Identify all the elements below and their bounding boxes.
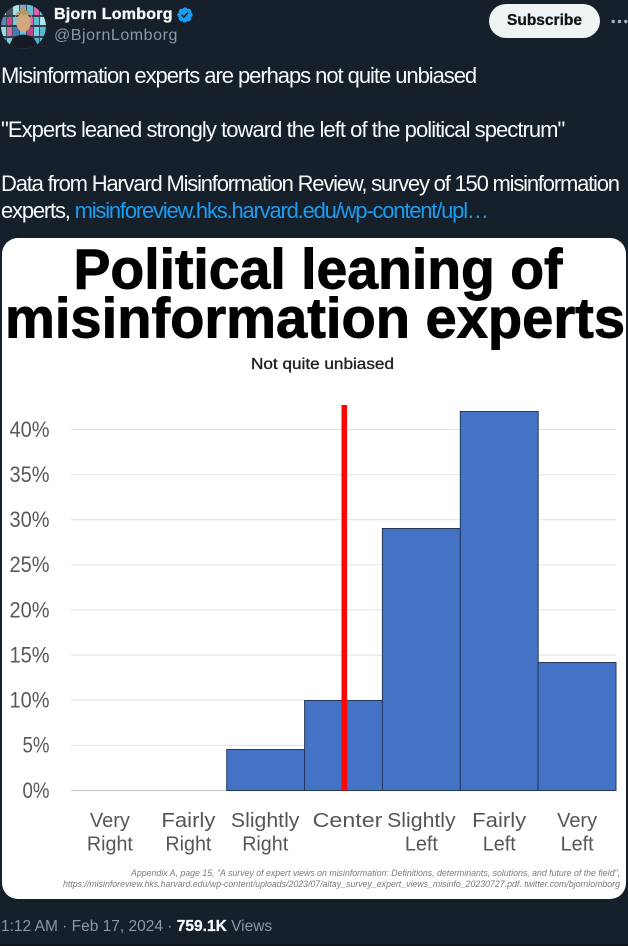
svg-text:20%: 20% (10, 597, 50, 622)
svg-text:Right: Right (165, 833, 211, 855)
svg-text:40%: 40% (10, 416, 50, 441)
svg-text:Fairly: Fairly (161, 810, 215, 832)
svg-text:Slightly: Slightly (231, 810, 300, 832)
svg-text:35%: 35% (10, 461, 50, 486)
svg-text:30%: 30% (10, 507, 50, 532)
svg-text:Appendix A, page 15, "A survey: Appendix A, page 15, "A survey of expert… (130, 868, 620, 878)
svg-text:Right: Right (242, 833, 288, 855)
svg-text:Political leaning of: Political leaning of (74, 238, 564, 302)
svg-text:https://misinforeview.hks.harv: https://misinforeview.hks.harvard.edu/wp… (63, 878, 620, 888)
svg-text:0%: 0% (23, 777, 50, 802)
svg-text:Left: Left (405, 833, 438, 855)
svg-text:Right: Right (87, 833, 133, 855)
svg-text:misinformation experts: misinformation experts (5, 286, 625, 350)
svg-text:10%: 10% (10, 687, 50, 712)
svg-text:Fairly: Fairly (472, 810, 526, 832)
svg-text:Left: Left (483, 833, 516, 855)
svg-text:Left: Left (561, 833, 594, 855)
svg-text:Very: Very (557, 810, 597, 832)
svg-text:5%: 5% (23, 732, 50, 757)
svg-text:Not quite unbiased: Not quite unbiased (251, 356, 394, 373)
svg-text:Very: Very (90, 810, 130, 832)
svg-text:Center: Center (313, 810, 383, 832)
svg-text:25%: 25% (10, 552, 50, 577)
svg-text:Slightly: Slightly (387, 810, 456, 832)
svg-text:15%: 15% (10, 642, 50, 667)
